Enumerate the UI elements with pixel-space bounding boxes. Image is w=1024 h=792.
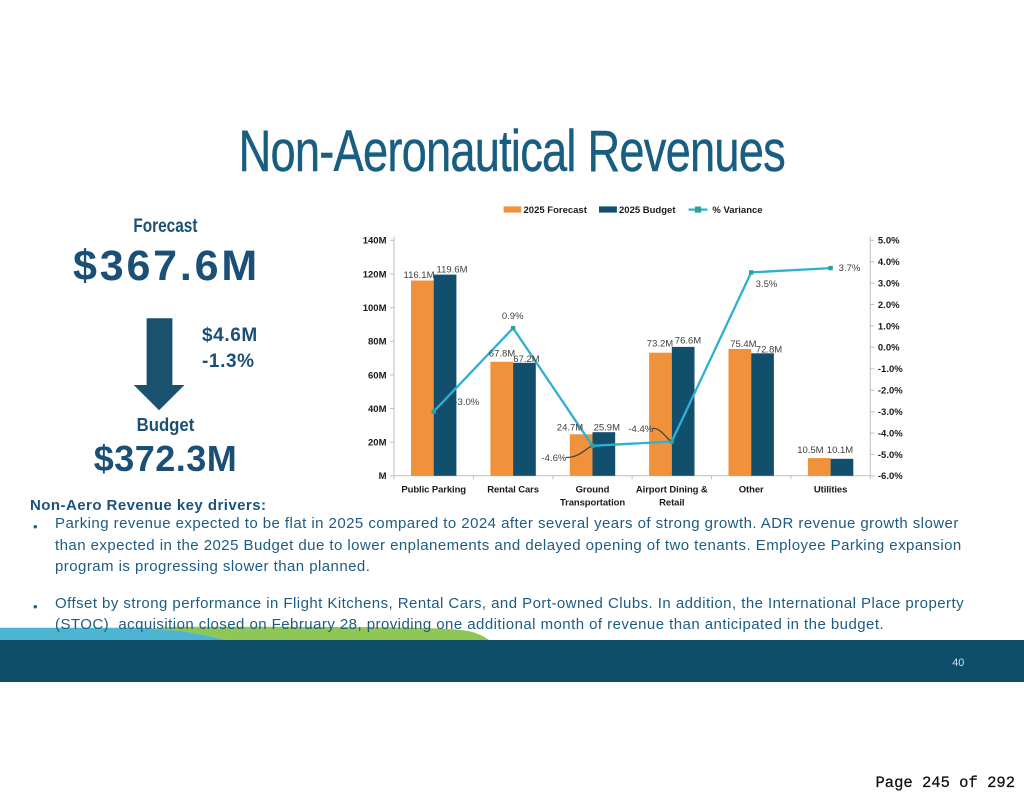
svg-text:76.6M: 76.6M: [675, 336, 701, 347]
svg-text:-4.6%: -4.6%: [541, 453, 566, 464]
svg-text:10.5M: 10.5M: [797, 445, 823, 456]
svg-text:24.7M: 24.7M: [557, 423, 583, 434]
svg-text:5.0%: 5.0%: [878, 236, 900, 247]
svg-text:Rental Cars: Rental Cars: [487, 484, 539, 495]
svg-text:0.0%: 0.0%: [878, 343, 900, 354]
svg-text:10.1M: 10.1M: [827, 445, 853, 456]
svg-text:3.0%: 3.0%: [878, 279, 900, 290]
svg-text:-2.0%: -2.0%: [878, 386, 903, 397]
svg-text:Airport Dining &: Airport Dining &: [636, 484, 708, 495]
svg-text:Ground: Ground: [576, 484, 610, 495]
svg-text:-1.0%: -1.0%: [878, 364, 903, 375]
svg-text:Retail: Retail: [659, 497, 684, 508]
svg-text:80M: 80M: [368, 337, 387, 348]
svg-text:40: 40: [952, 657, 964, 669]
svg-text:67.2M: 67.2M: [513, 354, 539, 365]
svg-text:M: M: [379, 471, 387, 482]
svg-text:3.7%: 3.7%: [839, 263, 861, 274]
svg-text:-3.0%: -3.0%: [454, 397, 479, 408]
svg-text:3.5%: 3.5%: [756, 279, 778, 290]
svg-text:116.1M: 116.1M: [404, 270, 435, 281]
svg-text:1.0%: 1.0%: [878, 321, 900, 332]
svg-text:Transportation: Transportation: [560, 497, 625, 508]
svg-text:72.8M: 72.8M: [756, 344, 782, 355]
svg-text:0.9%: 0.9%: [502, 311, 524, 322]
svg-text:40M: 40M: [368, 404, 387, 415]
svg-text:4.0%: 4.0%: [878, 257, 900, 268]
svg-text:% Variance: % Variance: [712, 205, 762, 216]
svg-text:20M: 20M: [368, 438, 387, 449]
svg-text:75.4M: 75.4M: [730, 339, 756, 350]
svg-text:-5.0%: -5.0%: [878, 450, 903, 461]
svg-text:Public Parking: Public Parking: [401, 484, 466, 495]
svg-text:-4.0%: -4.0%: [878, 428, 903, 439]
svg-text:119.6M: 119.6M: [437, 265, 468, 276]
svg-text:60M: 60M: [368, 370, 387, 381]
svg-text:2025 Forecast: 2025 Forecast: [524, 205, 588, 216]
svg-text:2.0%: 2.0%: [878, 300, 900, 311]
svg-text:140M: 140M: [363, 236, 387, 247]
svg-text:25.9M: 25.9M: [594, 423, 620, 434]
svg-text:Utilities: Utilities: [814, 484, 847, 495]
svg-text:100M: 100M: [363, 303, 387, 314]
svg-text:67.8M: 67.8M: [489, 349, 515, 360]
svg-text:73.2M: 73.2M: [647, 338, 673, 349]
svg-text:-6.0%: -6.0%: [878, 471, 903, 482]
svg-text:2025 Budget: 2025 Budget: [619, 205, 676, 216]
svg-text:-3.0%: -3.0%: [878, 407, 903, 418]
svg-text:120M: 120M: [363, 269, 387, 280]
svg-text:-4.4%: -4.4%: [628, 424, 653, 435]
svg-text:Other: Other: [739, 484, 764, 495]
